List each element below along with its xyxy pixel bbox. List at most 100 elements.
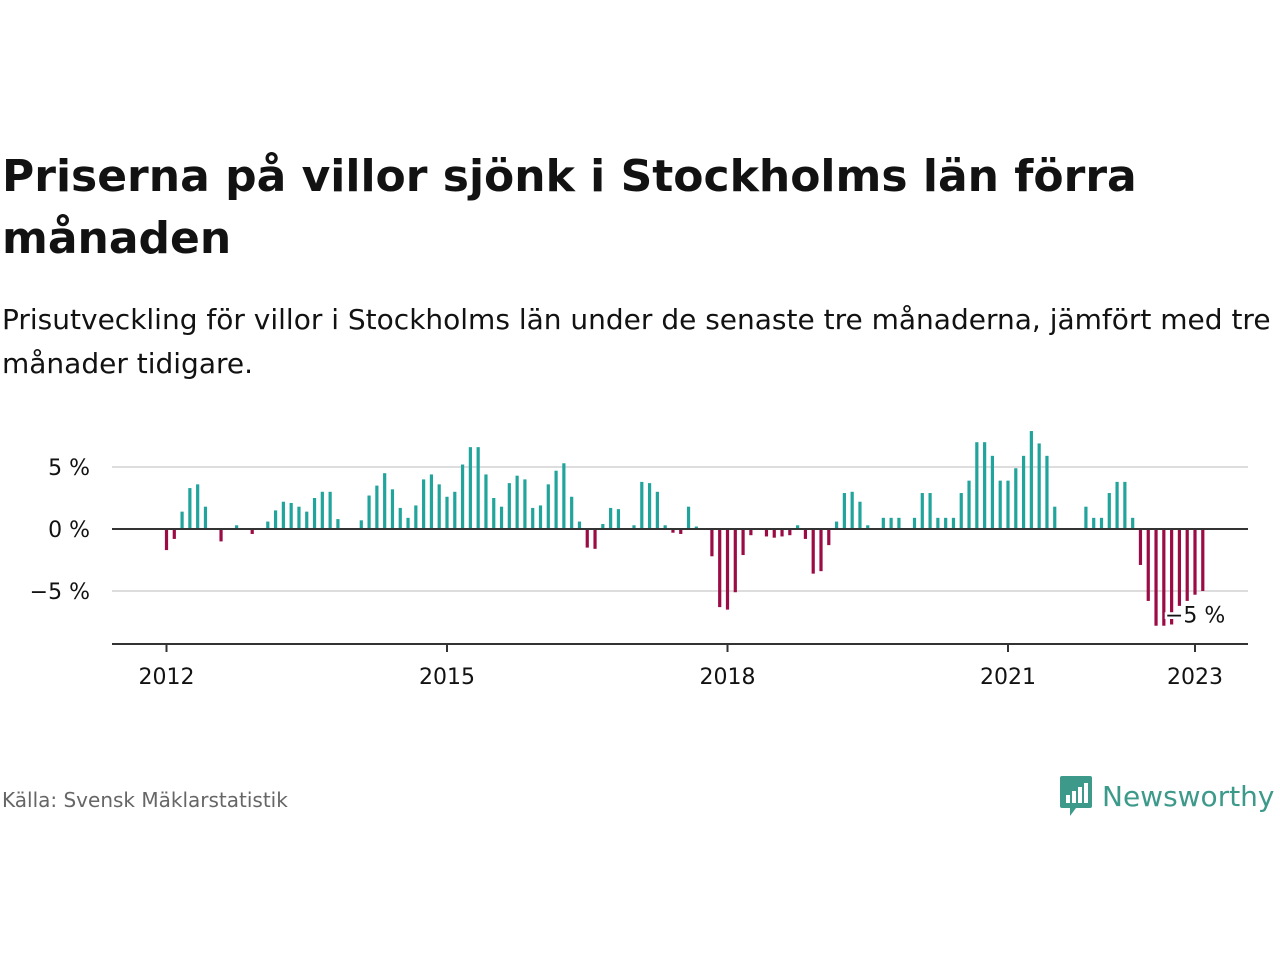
bar <box>305 511 309 529</box>
bar <box>172 529 176 539</box>
bar <box>819 529 823 572</box>
last-value-label: −5 % <box>1165 604 1225 629</box>
bar <box>1185 529 1189 601</box>
bar <box>912 517 917 529</box>
bar <box>593 529 597 549</box>
bar <box>1138 529 1143 565</box>
bar <box>328 491 332 529</box>
bar <box>1029 431 1033 529</box>
bar <box>601 524 605 529</box>
bar <box>235 525 239 529</box>
bar <box>437 484 441 529</box>
bar <box>515 475 519 529</box>
bar <box>390 489 395 529</box>
bar <box>772 529 776 538</box>
bar <box>383 473 387 529</box>
chart-subtitle: Prisutveckling för villor i Stockholms l… <box>2 303 1271 380</box>
bar <box>647 483 652 529</box>
bar <box>834 521 839 529</box>
bar <box>422 479 426 529</box>
bar <box>312 498 317 529</box>
bar <box>531 507 535 529</box>
bar <box>796 525 800 529</box>
bar <box>1021 455 1026 529</box>
bar <box>281 501 285 529</box>
bar <box>1162 529 1166 626</box>
bar <box>219 529 223 542</box>
bar <box>250 529 254 534</box>
bar <box>538 505 543 529</box>
bar <box>414 505 418 529</box>
bar <box>686 506 691 529</box>
bar <box>460 464 465 529</box>
bar <box>920 493 924 529</box>
bar <box>367 495 371 529</box>
bar <box>827 529 831 546</box>
bar <box>1014 468 1018 529</box>
bar <box>640 481 644 529</box>
newsworthy-logo-icon <box>1060 776 1092 816</box>
bar <box>811 529 815 574</box>
bar <box>1131 517 1135 529</box>
bar <box>1115 481 1119 529</box>
bar <box>842 493 846 529</box>
bar <box>998 480 1002 529</box>
source-note: Källa: Svensk Mäklarstatistik <box>2 788 288 812</box>
x-tick-label: 2021 <box>980 665 1036 690</box>
bar <box>203 506 208 529</box>
bar <box>1177 529 1182 606</box>
bar <box>959 493 963 529</box>
bar <box>858 501 862 529</box>
bar <box>507 483 511 529</box>
bar <box>1123 481 1127 529</box>
bar <box>453 491 457 529</box>
bar <box>944 517 948 529</box>
bar <box>1099 517 1104 529</box>
bar <box>881 517 885 529</box>
bar <box>196 484 200 529</box>
bar <box>655 491 659 529</box>
bar <box>445 496 449 529</box>
bar <box>164 529 169 551</box>
bar <box>975 442 979 529</box>
bar <box>725 529 730 610</box>
bar <box>273 510 278 529</box>
bar <box>585 529 589 548</box>
bar <box>803 529 808 539</box>
bar <box>1170 529 1174 625</box>
x-tick-label: 2018 <box>700 665 756 690</box>
bar <box>710 529 714 557</box>
bar <box>1045 455 1049 529</box>
bar <box>788 529 792 536</box>
bar <box>866 525 870 529</box>
x-tick-label: 2015 <box>419 665 475 690</box>
bar <box>889 517 893 529</box>
bar <box>764 529 769 537</box>
bar <box>1107 493 1111 529</box>
bar <box>499 506 504 529</box>
bar <box>749 529 753 536</box>
bar <box>546 484 550 529</box>
bar <box>523 479 527 529</box>
bar <box>694 526 698 529</box>
bar <box>616 509 621 529</box>
bar <box>266 521 270 529</box>
bar <box>406 517 410 529</box>
bar <box>1154 529 1158 626</box>
bar <box>562 463 566 529</box>
newsworthy-logo[interactable]: Newsworthy <box>1058 772 1275 820</box>
bar <box>484 474 488 529</box>
bar <box>180 511 184 529</box>
bar <box>554 470 558 529</box>
bar <box>679 529 683 534</box>
bar <box>336 519 340 529</box>
bar <box>1037 443 1041 529</box>
bar <box>359 520 363 529</box>
bar <box>476 447 480 529</box>
bar <box>983 442 987 529</box>
y-tick-label: 0 % <box>48 518 90 543</box>
newsworthy-logo-text: Newsworthy <box>1102 779 1275 813</box>
bar <box>663 525 667 529</box>
bar <box>468 447 472 529</box>
bar <box>632 525 636 529</box>
